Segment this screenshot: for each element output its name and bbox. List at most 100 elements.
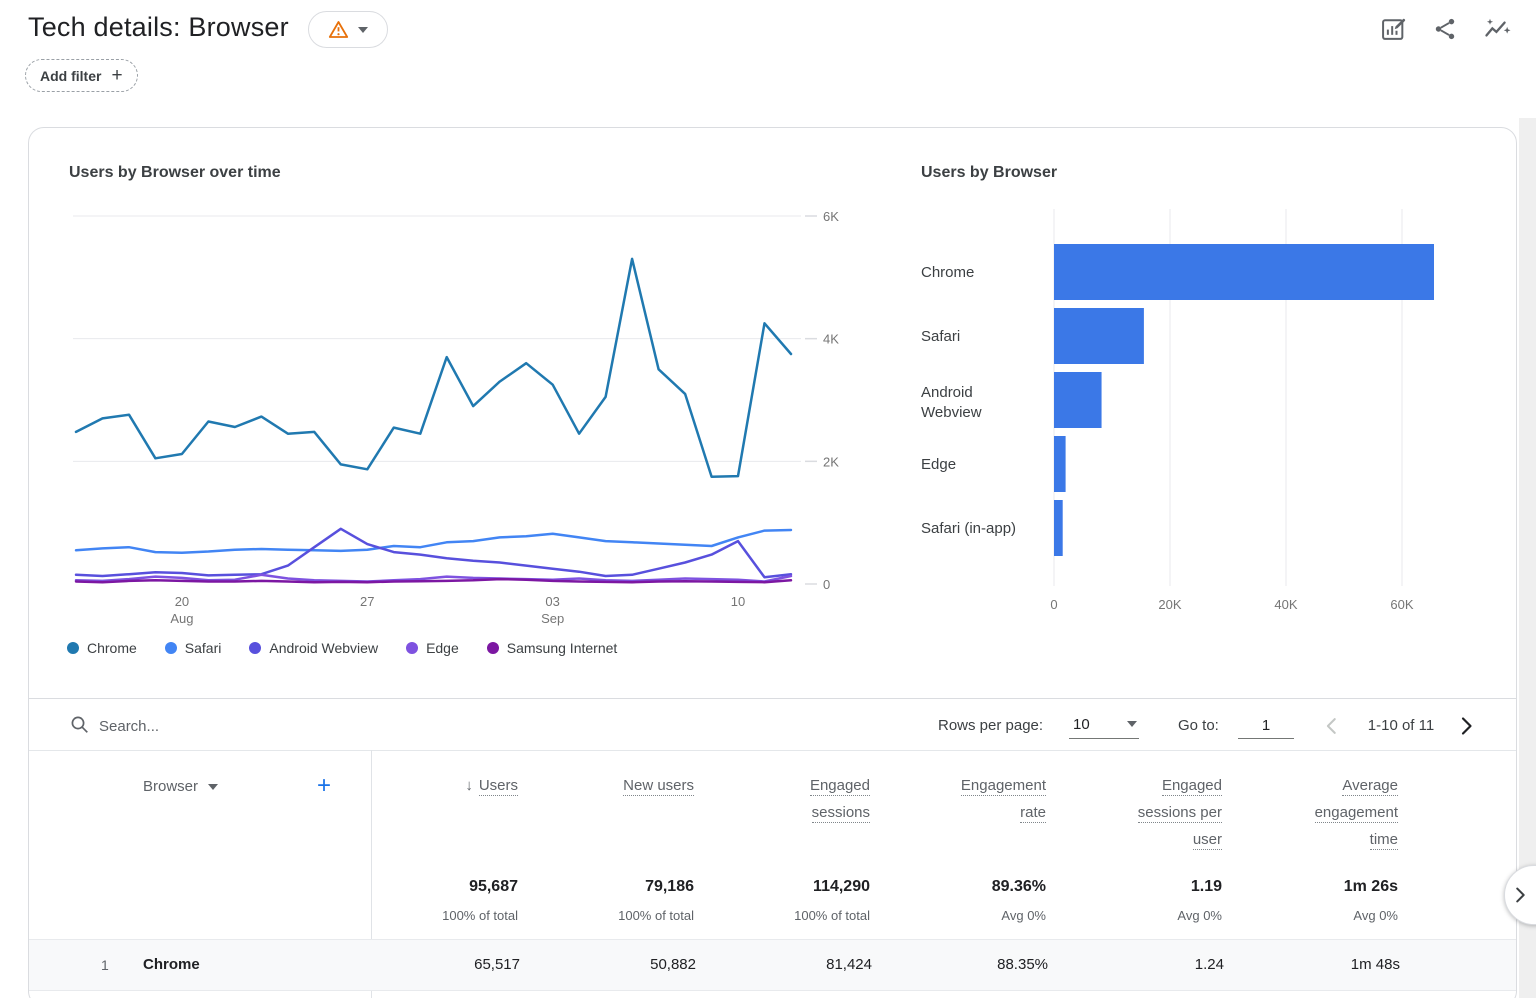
totals-value: 89.36% <box>992 878 1046 896</box>
edit-report-icon-button[interactable] <box>1378 14 1408 44</box>
add-filter-button[interactable]: Add filter + <box>25 59 138 92</box>
bar-chart-title: Users by Browser <box>921 164 1057 182</box>
header-text: rate <box>1020 804 1046 823</box>
bar-category-label: Android <box>921 384 973 401</box>
x-axis-tick-label: 10 <box>731 594 745 609</box>
row-metric-value: 1m 48s <box>1351 956 1400 973</box>
header-text: Users <box>479 777 518 796</box>
totals-subtext: Avg 0% <box>1353 908 1398 923</box>
line-series-chrome <box>76 259 791 477</box>
row-metric-value: 65,517 <box>474 956 520 973</box>
totals-value: 114,290 <box>813 878 870 896</box>
bar-category-label: Chrome <box>921 264 974 281</box>
totals-subtext: Avg 0% <box>1001 908 1046 923</box>
column-header-engagement-rate[interactable]: Engagement rate <box>961 772 1046 826</box>
rows-per-page-select[interactable]: 10 <box>1069 712 1139 739</box>
ga4-tech-details-page: Tech details: Browser <box>0 0 1536 998</box>
totals-subtext: Avg 0% <box>1177 908 1222 923</box>
y-axis-tick-label: 2K <box>823 454 839 469</box>
totals-value: 1m 26s <box>1344 878 1398 896</box>
legend-label: Safari <box>185 640 222 656</box>
chevron-right-icon <box>1454 714 1478 738</box>
header-text: Engagement <box>961 777 1046 796</box>
add-filter-label: Add filter <box>40 68 101 84</box>
bar-category-label: Edge <box>921 456 956 473</box>
totals-subtext: 100% of total <box>442 908 518 923</box>
row-metric-value: 81,424 <box>826 956 872 973</box>
header-text: sessions <box>812 804 870 823</box>
goto-page-input[interactable] <box>1238 712 1294 739</box>
previous-page-button[interactable] <box>1319 713 1345 739</box>
users-by-browser-over-time-chart: 6K4K2K020Aug2703Sep10 <box>59 204 859 629</box>
report-toolbar <box>1378 14 1512 44</box>
legend-item-edge: Edge <box>406 640 459 656</box>
next-page-button[interactable] <box>1453 713 1479 739</box>
x-axis-tick-label: Aug <box>170 611 193 626</box>
rows-per-page-value: 10 <box>1073 716 1090 733</box>
share-icon <box>1432 16 1458 42</box>
row-metric-value: 50,882 <box>650 956 696 973</box>
totals-subtext: 100% of total <box>618 908 694 923</box>
x-axis-tick-label: 20 <box>175 594 189 609</box>
share-icon-button[interactable] <box>1430 14 1460 44</box>
column-header-new-users[interactable]: New users <box>623 772 694 799</box>
column-header-average-engagement-time[interactable]: Averageengagementtime <box>1315 772 1398 853</box>
column-header-users[interactable]: ↓ Users <box>465 772 518 799</box>
x-axis-tick-label: 27 <box>360 594 374 609</box>
header-text: user <box>1193 831 1222 850</box>
bar-category-label: Webview <box>921 404 982 421</box>
y-axis-tick-label: 4K <box>823 332 839 347</box>
table-row-chrome: 1 Chrome 65,517 50,882 81,424 88.35% 1.24 1m 48… <box>29 939 1517 991</box>
legend-dot <box>165 642 177 654</box>
legend-label: Chrome <box>87 640 137 656</box>
totals-value: 1.19 <box>1191 878 1222 896</box>
data-quality-badge[interactable] <box>308 11 388 48</box>
report-card: Users by Browser over time 6K4K2K020Aug2… <box>28 127 1517 998</box>
line-series-safari <box>76 530 791 553</box>
header-text: engagement <box>1315 804 1398 823</box>
bar-x-axis-tick-label: 0 <box>1050 597 1057 612</box>
row-dimension-value: Chrome <box>143 956 200 973</box>
column-header-browser[interactable]: Browser <box>143 778 218 795</box>
legend-label: Edge <box>426 640 459 656</box>
bar-edge <box>1054 436 1066 492</box>
chevron-left-icon <box>1321 715 1343 737</box>
header-text: Average <box>1342 777 1398 796</box>
section-divider <box>29 698 1517 699</box>
dimension-header-label: Browser <box>143 778 198 795</box>
search-input[interactable] <box>99 712 519 740</box>
page-title: Tech details: Browser <box>28 12 289 43</box>
legend-item-safari: Safari <box>165 640 222 656</box>
goto-label: Go to: <box>1178 717 1219 734</box>
column-header-engaged-sessions-per-user[interactable]: Engagedsessions peruser <box>1138 772 1222 853</box>
legend-dot <box>249 642 261 654</box>
legend-dot <box>67 642 79 654</box>
sort-descending-icon: ↓ <box>465 777 473 794</box>
totals-value: 79,186 <box>645 878 694 896</box>
y-axis-tick-label: 0 <box>823 577 830 592</box>
pagination-range: 1-10 of 11 <box>1351 717 1451 734</box>
caret-down-icon <box>358 27 368 33</box>
chevron-right-icon <box>1509 884 1531 906</box>
chart-legend: Chrome Safari Android Webview Edge Samsung I… <box>67 640 617 656</box>
bar-category-label: Safari (in-app) <box>921 520 1016 537</box>
x-axis-tick-label: 03 <box>545 594 559 609</box>
x-axis-tick-label: Sep <box>541 611 564 626</box>
header-text: sessions per <box>1138 804 1222 823</box>
row-metric-value: 88.35% <box>997 956 1048 973</box>
legend-label: Android Webview <box>269 640 378 656</box>
table-header-divider <box>29 750 1517 751</box>
insights-icon-button[interactable] <box>1482 14 1512 44</box>
bar-category-label: Safari <box>921 328 960 345</box>
legend-item-samsung-internet: Samsung Internet <box>487 640 618 656</box>
insights-icon <box>1483 15 1511 43</box>
row-index: 1 <box>101 957 109 973</box>
add-column-button[interactable]: + <box>317 774 331 798</box>
bar-safari <box>1054 308 1144 364</box>
row-metric-value: 1.24 <box>1195 956 1224 973</box>
header-text: Engaged <box>810 777 870 796</box>
column-header-engaged-sessions[interactable]: Engaged sessions <box>810 772 870 826</box>
bar-x-axis-tick-label: 40K <box>1274 597 1297 612</box>
legend-dot <box>487 642 499 654</box>
plus-icon: + <box>111 66 122 85</box>
